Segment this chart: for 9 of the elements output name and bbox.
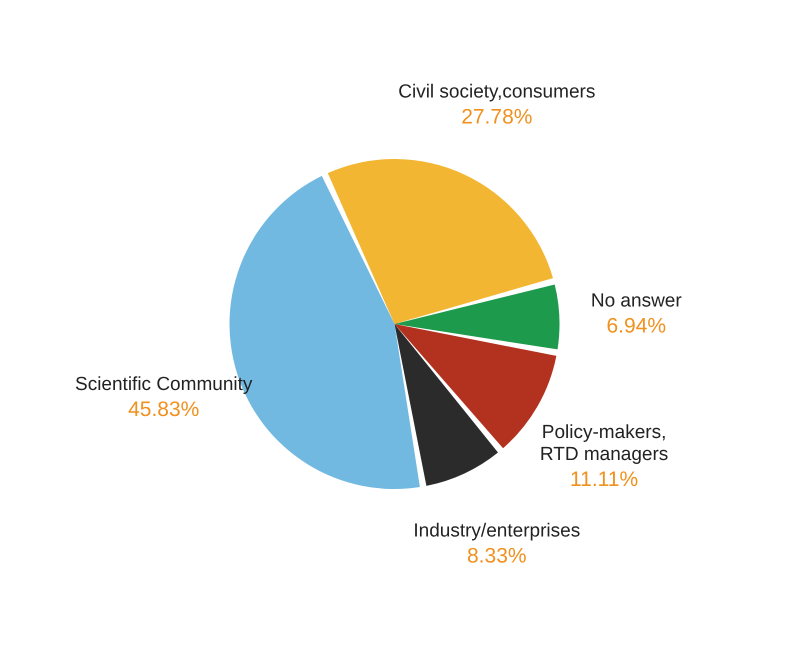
- slice-label: No answer: [590, 290, 682, 312]
- data-label: 11.11%: [570, 468, 638, 492]
- data-label: 45.83%: [128, 398, 200, 421]
- slice-label: Civil society,consumers: [398, 82, 596, 103]
- slice-label: Policy-makers, RTD managers: [540, 422, 668, 466]
- data-label: 8.33%: [467, 544, 527, 568]
- data-label: 6.94%: [606, 314, 666, 338]
- slice-label: Industry/enterprises: [413, 520, 580, 542]
- data-label: 27.78%: [461, 106, 532, 129]
